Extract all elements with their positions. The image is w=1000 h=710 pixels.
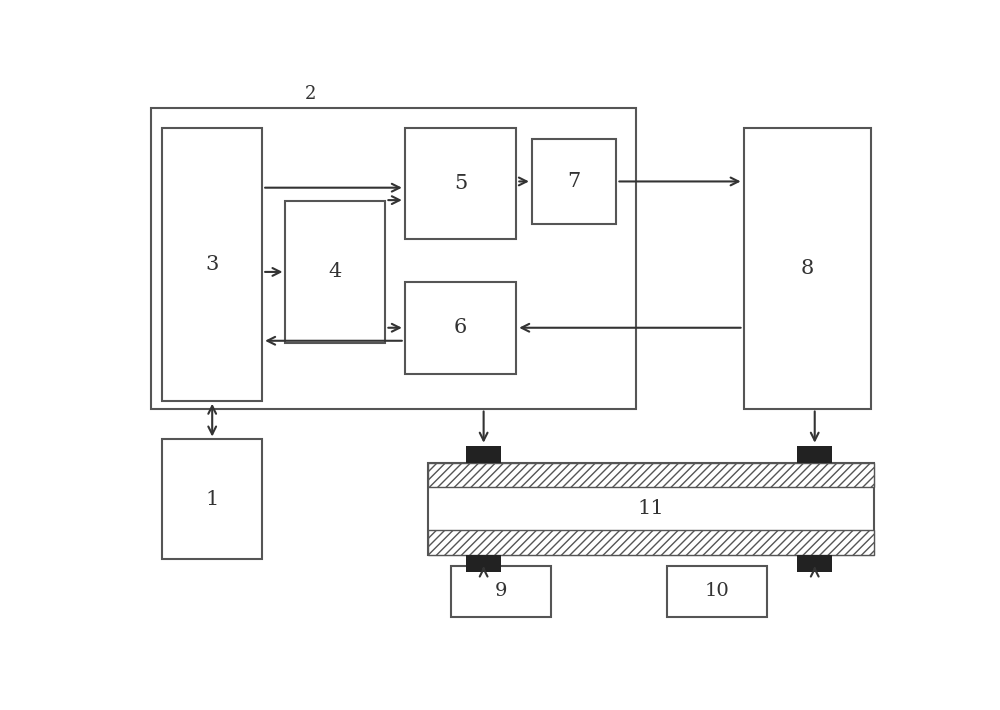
Text: 3: 3 [206, 255, 219, 274]
Text: 8: 8 [800, 258, 814, 278]
Text: 10: 10 [704, 582, 729, 601]
Bar [466, 555, 501, 572]
Bar [428, 530, 874, 555]
Text: 7: 7 [567, 172, 581, 191]
Bar [797, 446, 832, 462]
Text: 9: 9 [495, 582, 507, 601]
Bar [151, 109, 636, 408]
Text: 11: 11 [638, 499, 664, 518]
Bar [162, 128, 262, 401]
Text: 1: 1 [206, 490, 219, 508]
Bar [797, 555, 832, 572]
Bar [451, 567, 551, 616]
Bar [405, 282, 516, 374]
Bar [744, 128, 871, 408]
Bar [428, 462, 874, 555]
Text: 4: 4 [329, 263, 342, 281]
Bar [532, 139, 616, 224]
Text: 2: 2 [305, 85, 316, 104]
Bar [162, 439, 262, 559]
Bar [405, 128, 516, 239]
Bar [466, 446, 501, 462]
Text: 5: 5 [454, 174, 467, 193]
Bar [428, 462, 874, 487]
Text: 6: 6 [454, 318, 467, 337]
Bar [666, 567, 767, 616]
Bar [285, 201, 385, 343]
